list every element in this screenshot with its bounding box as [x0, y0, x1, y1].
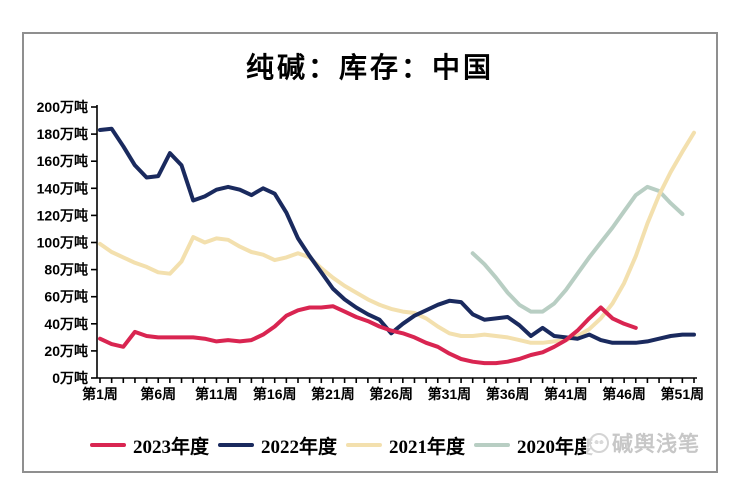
y-tick-label: 200万吨 [37, 99, 88, 115]
y-tick-label: 20万吨 [44, 343, 88, 359]
chart-title: 纯碱：库存：中国 [245, 51, 494, 84]
chart-container [22, 32, 718, 473]
y-tick-label: 160万吨 [37, 153, 88, 169]
legend-item-2021: 2021年度 [346, 432, 465, 459]
legend-line-swatch-2022 [218, 443, 255, 447]
x-tick-label: 第6周 [140, 386, 176, 402]
legend-label-2020: 2020年度 [517, 436, 594, 458]
y-tick-label: 100万吨 [37, 235, 88, 251]
series-line-2022 [98, 126, 696, 345]
x-tick-label: 第1周 [82, 386, 118, 402]
x-tick-label: 第31周 [428, 386, 472, 402]
y-tick-label: 60万吨 [44, 289, 88, 305]
legend-label-2023: 2023年度 [133, 436, 210, 458]
x-tick-label: 第51周 [661, 386, 705, 402]
watermark-logo-icon [589, 433, 609, 453]
watermark: 碱舆浅笔 [586, 430, 703, 456]
series-line-2023 [98, 304, 638, 366]
y-tick-label: 180万吨 [37, 126, 88, 142]
x-tick-label: 第11周 [195, 386, 238, 402]
y-tick-label: 80万吨 [44, 262, 88, 278]
legend-item-2020: 2020年度 [474, 432, 593, 459]
x-tick-label: 第16周 [253, 386, 297, 402]
x-tick-label: 第21周 [311, 386, 355, 402]
chart-legend: 2023年度 2022年度 2021年度 2020年度 [90, 432, 593, 459]
legend-line-swatch-2021 [346, 443, 383, 447]
legend-label-2022: 2022年度 [261, 436, 338, 458]
series-line-2020 [470, 184, 685, 314]
legend-line-swatch-2023 [90, 443, 126, 447]
x-tick-label: 第46周 [602, 386, 646, 402]
y-tick-label: 0万吨 [52, 370, 88, 386]
y-tick-label: 140万吨 [37, 180, 88, 196]
x-tick-label: 第26周 [369, 386, 413, 402]
legend-item-2022: 2022年度 [218, 432, 337, 459]
y-tick-label: 120万吨 [37, 207, 88, 223]
legend-item-2023: 2023年度 [90, 432, 209, 459]
legend-line-swatch-2020 [474, 443, 511, 447]
x-tick-label: 第36周 [486, 386, 530, 402]
x-tick-label: 第41周 [544, 386, 588, 402]
series-line-2021 [98, 130, 696, 345]
y-tick-label: 40万吨 [44, 316, 88, 332]
legend-label-2021: 2021年度 [389, 436, 466, 458]
watermark-text: 碱舆浅笔 [612, 433, 700, 456]
